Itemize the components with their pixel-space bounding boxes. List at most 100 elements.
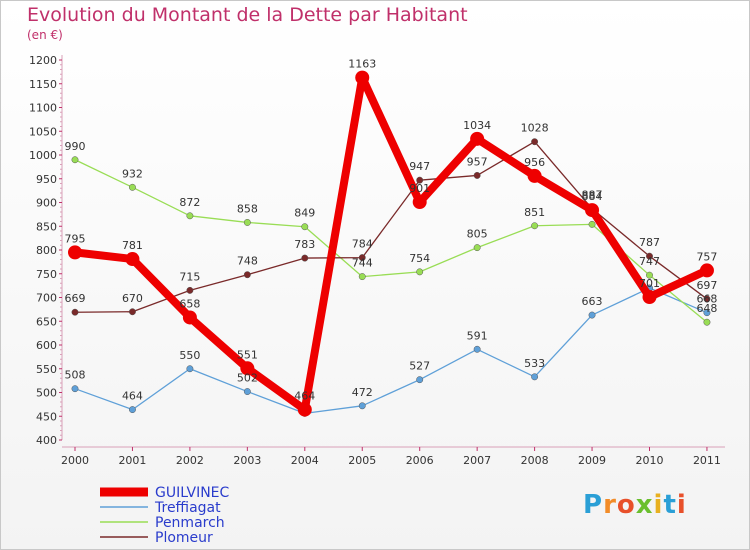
data-point	[129, 308, 136, 316]
data-label: 1163	[348, 58, 376, 71]
x-tick-label: 2004	[291, 454, 319, 467]
data-label: 887	[582, 189, 603, 202]
data-point	[358, 254, 366, 262]
y-tick-label: 400	[36, 434, 57, 447]
data-point	[527, 168, 542, 183]
data-point	[473, 345, 481, 353]
data-point	[301, 254, 309, 262]
y-tick-label: 1100	[29, 102, 57, 115]
x-tick-label: 2000	[61, 454, 89, 467]
data-point	[531, 222, 539, 230]
data-label: 715	[179, 270, 200, 283]
series-line-plomeur	[74, 141, 708, 313]
data-label: 805	[467, 228, 488, 241]
y-tick-label: 650	[36, 315, 57, 328]
data-label: 787	[639, 236, 660, 249]
data-label: 932	[122, 167, 143, 180]
y-tick-label: 850	[36, 220, 57, 233]
data-label: 851	[524, 206, 545, 219]
data-point	[358, 402, 366, 410]
data-point	[297, 402, 312, 417]
data-point	[416, 176, 424, 184]
data-point	[588, 220, 596, 228]
logo-letter: P	[583, 490, 604, 520]
data-label: 669	[65, 292, 86, 305]
data-label: 697	[696, 279, 717, 292]
data-label: 884	[582, 190, 603, 203]
data-label: 464	[122, 390, 143, 403]
x-tick-label: 2001	[118, 454, 146, 467]
data-label: 527	[409, 360, 430, 373]
data-point	[129, 183, 136, 191]
series-line-treffiagat	[74, 287, 708, 415]
data-label: 1034	[463, 119, 491, 132]
data-point	[68, 245, 82, 260]
data-point	[703, 295, 711, 303]
y-tick-label: 800	[36, 244, 57, 257]
data-label: 781	[122, 239, 143, 252]
legend-label: Penmarch	[155, 515, 225, 531]
data-label: 858	[237, 202, 258, 215]
y-tick-label: 550	[36, 363, 57, 376]
data-point	[470, 131, 485, 146]
data-point	[186, 286, 194, 294]
data-point	[186, 212, 194, 220]
data-point	[642, 290, 657, 305]
legend-label: GUILVINEC	[155, 485, 230, 501]
data-label: 849	[294, 207, 315, 220]
data-label: 901	[409, 182, 430, 195]
series-line-guilvinec	[71, 73, 711, 414]
y-tick-label: 1050	[29, 125, 57, 138]
proxiti-logo: Proxiti	[583, 490, 687, 520]
x-tick-label: 2006	[406, 454, 434, 467]
data-point	[182, 310, 197, 325]
y-tick-label: 950	[36, 173, 57, 186]
data-point	[71, 156, 79, 164]
data-label: 663	[582, 295, 603, 308]
data-point	[243, 388, 251, 395]
data-label: 748	[237, 255, 258, 268]
data-label: 757	[696, 250, 717, 263]
data-point	[588, 311, 596, 319]
x-tick-label: 2002	[176, 454, 204, 467]
data-label: 591	[467, 329, 488, 342]
data-point	[71, 385, 79, 393]
chart-unit: (en €)	[27, 28, 63, 42]
data-point	[240, 361, 255, 376]
data-label: 783	[294, 238, 315, 251]
data-point	[473, 244, 481, 252]
x-tick-label: 2005	[348, 454, 376, 467]
data-point	[186, 365, 194, 373]
data-label: 551	[237, 348, 258, 361]
y-tick-label: 1000	[29, 149, 57, 162]
y-tick-label: 1150	[29, 78, 57, 91]
logo-letter: o	[616, 490, 636, 520]
data-point	[473, 171, 481, 179]
data-label: 464	[294, 390, 315, 403]
data-label: 747	[639, 255, 660, 268]
data-label: 502	[237, 372, 258, 385]
data-point	[646, 252, 653, 260]
data-label: 533	[524, 357, 545, 370]
data-point	[243, 271, 251, 279]
data-point	[125, 252, 140, 267]
data-point	[585, 203, 600, 218]
x-tick-label: 2010	[636, 454, 664, 467]
data-label: 1028	[521, 122, 549, 135]
data-label: 670	[122, 292, 143, 305]
x-tick-label: 2003	[233, 454, 261, 467]
y-tick-label: 1200	[29, 54, 57, 67]
data-label: 668	[696, 293, 717, 306]
y-tick-label: 500	[36, 387, 57, 400]
data-label: 648	[696, 302, 717, 315]
data-label: 957	[467, 155, 488, 168]
data-label: 550	[179, 349, 200, 362]
data-label: 744	[352, 257, 373, 270]
data-label: 947	[409, 160, 430, 173]
y-tick-label: 900	[36, 197, 57, 210]
data-label: 754	[409, 252, 430, 265]
data-point	[699, 263, 714, 278]
data-point	[531, 373, 539, 381]
data-label: 508	[65, 369, 86, 382]
data-point	[646, 271, 653, 279]
